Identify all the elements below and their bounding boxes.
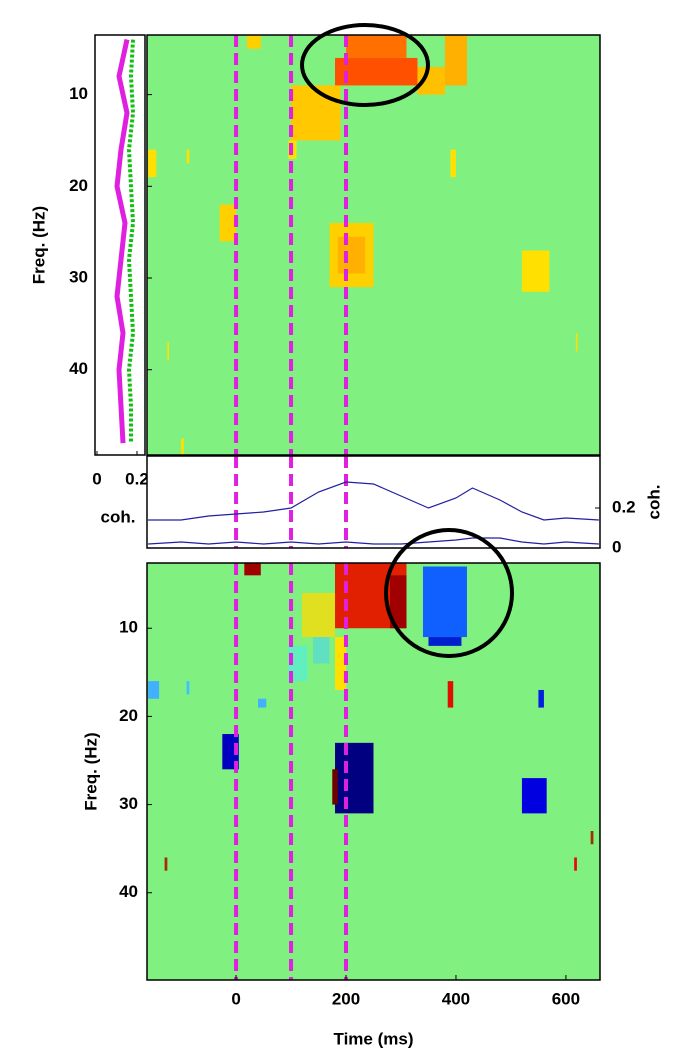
heatmap-cell	[590, 831, 594, 845]
heatmap-cell	[258, 698, 267, 708]
y-tick-label: 40	[119, 882, 138, 901]
y-tick-label: 10	[69, 84, 88, 103]
heatmap-cell	[447, 681, 454, 708]
heatmap-cell	[247, 35, 261, 49]
heatmap-cell	[313, 637, 330, 664]
spectrum-line	[114, 39, 130, 444]
y2-axis-label: coh.	[644, 485, 663, 520]
coherence-line	[148, 481, 599, 521]
heatmap-cell	[288, 645, 308, 682]
heatmap-cell	[164, 857, 168, 871]
heatmap-cell	[219, 204, 237, 242]
heatmap-cell	[335, 637, 347, 690]
heatmap-cell	[574, 857, 577, 871]
y2-tick-label: 0.2	[612, 497, 636, 516]
coherence-line	[148, 537, 599, 545]
heatmap-cell	[186, 681, 190, 695]
y-axis-label: Freq. (Hz)	[29, 206, 48, 284]
heatmap-cell	[302, 592, 336, 638]
heatmap-cell	[389, 575, 407, 629]
highlight-circle	[384, 528, 514, 658]
x-axis-label: Time (ms)	[334, 1029, 414, 1048]
heatmap-cell	[167, 342, 169, 361]
heatmap-cell	[335, 742, 374, 814]
heatmap-cell	[186, 149, 190, 164]
y-tick-label: 20	[119, 706, 138, 725]
plot-background	[147, 456, 600, 548]
x-tick-label: 600	[552, 989, 580, 1008]
x-tick-label: 200	[332, 989, 360, 1008]
y-tick-label: 40	[69, 359, 88, 378]
heatmap-cell	[450, 149, 456, 178]
heatmap-cell	[148, 681, 160, 699]
spectrum-line	[127, 39, 135, 444]
y-tick-label: 20	[69, 176, 88, 195]
y2-tick-label: 0	[612, 537, 621, 556]
heatmap-cell	[538, 689, 544, 708]
heatmap-cell	[575, 333, 578, 352]
y-tick-label: 30	[69, 267, 88, 286]
heatmap-cell	[337, 236, 366, 274]
plot-frame	[146, 455, 601, 549]
heatmap-cell	[181, 438, 184, 455]
highlight-circle	[300, 23, 430, 107]
y-axis-label: Freq. (Hz)	[81, 732, 100, 810]
y-tick-label: 10	[119, 618, 138, 637]
heatmap-cell	[222, 734, 239, 770]
x-axis-label: coh.	[101, 507, 136, 526]
heatmap-cell	[521, 778, 547, 814]
heatmap-cell	[346, 35, 407, 58]
heatmap-cell	[428, 637, 462, 646]
plot-frame	[146, 562, 601, 981]
y-tick-label: 30	[119, 794, 138, 813]
x-tick-label: 0	[231, 989, 240, 1008]
heatmap-cell	[444, 35, 467, 86]
heatmap-cell	[332, 769, 338, 805]
plot-frame	[94, 34, 146, 456]
x-tick-label: 0.2	[125, 469, 149, 488]
heatmap-cell	[335, 57, 418, 86]
x-tick-label: 400	[442, 989, 470, 1008]
heatmap-cell	[422, 566, 467, 638]
plot-frame	[146, 34, 601, 456]
heatmap-cell	[244, 563, 261, 576]
heatmap-cell	[148, 149, 157, 178]
x-tick-label: 0	[92, 469, 101, 488]
heatmap-cell	[521, 250, 550, 292]
heatmap-cell	[291, 85, 341, 141]
